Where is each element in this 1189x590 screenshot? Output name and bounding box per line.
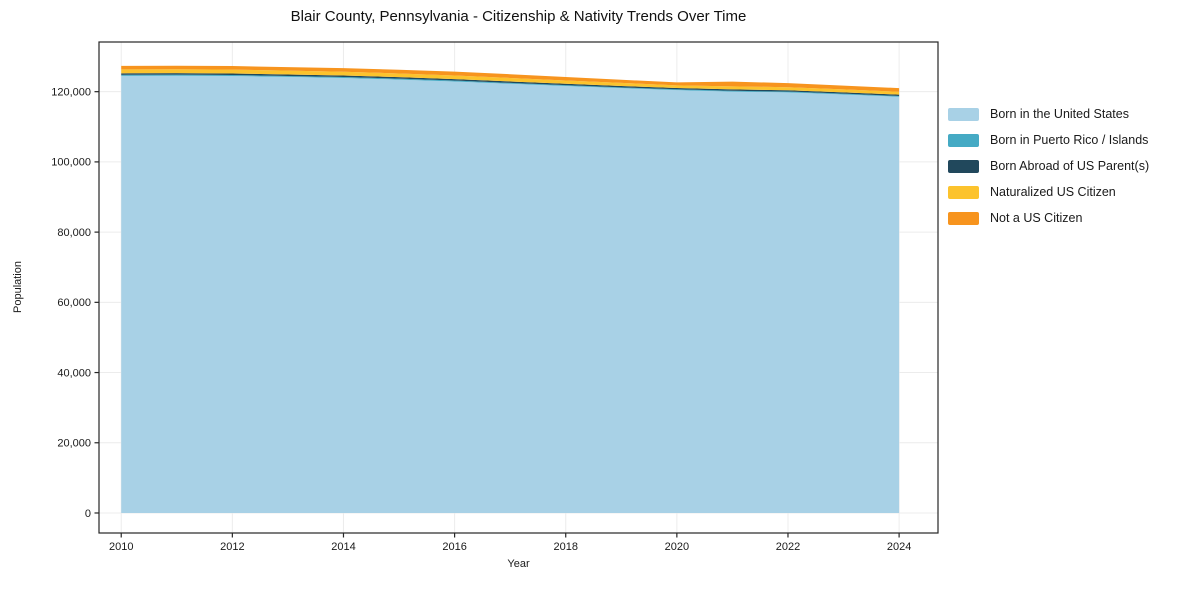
x-tick-label: 2014 xyxy=(331,541,355,553)
x-axis-label: Year xyxy=(507,558,530,570)
x-tick-label: 2024 xyxy=(887,541,911,553)
legend-item-naturalized-us-citizen: Naturalized US Citizen xyxy=(948,179,1149,205)
legend: Born in the United States Born in Puerto … xyxy=(948,101,1149,231)
legend-item-born-in-puerto-rico-islands: Born in Puerto Rico / Islands xyxy=(948,127,1149,153)
legend-label: Naturalized US Citizen xyxy=(990,185,1116,199)
y-tick-label: 40,000 xyxy=(57,367,91,379)
x-tick-label: 2020 xyxy=(665,541,689,553)
chart-title: Blair County, Pennsylvania - Citizenship… xyxy=(290,8,747,25)
legend-item-born-in-the-united-states: Born in the United States xyxy=(948,101,1149,127)
legend-item-not-a-us-citizen: Not a US Citizen xyxy=(948,205,1149,231)
y-tick-label: 80,000 xyxy=(57,227,91,239)
x-tick-label: 2016 xyxy=(442,541,466,553)
legend-swatch-born-abroad-of-us-parent-s xyxy=(948,159,979,173)
area-series-naturalized-us-citizen xyxy=(121,69,900,95)
x-tick-label: 2022 xyxy=(776,541,800,553)
legend-item-born-abroad-of-us-parent-s: Born Abroad of US Parent(s) xyxy=(948,153,1149,179)
y-tick-label: 0 xyxy=(85,508,91,520)
plot-border xyxy=(98,41,939,534)
legend-label: Born in Puerto Rico / Islands xyxy=(990,133,1149,147)
area-series-born-in-the-united-states xyxy=(121,75,900,513)
x-tick-label: 2018 xyxy=(553,541,577,553)
y-tick-label: 20,000 xyxy=(57,438,91,450)
area-series-not-a-us-citizen xyxy=(121,65,900,92)
legend-label: Born Abroad of US Parent(s) xyxy=(990,159,1150,173)
y-tick-label: 120,000 xyxy=(51,86,91,98)
legend-label: Not a US Citizen xyxy=(990,211,1083,225)
legend-label: Born in the United States xyxy=(990,107,1129,121)
x-tick-label: 2012 xyxy=(220,541,244,553)
legend-swatch-born-in-the-united-states xyxy=(948,107,979,121)
x-tick-label: 2010 xyxy=(109,541,133,553)
legend-swatch-not-a-us-citizen xyxy=(948,211,979,225)
y-tick-label: 60,000 xyxy=(57,297,91,309)
y-axis-label: Population xyxy=(12,261,24,313)
y-tick-label: 100,000 xyxy=(51,157,91,169)
legend-swatch-born-in-puerto-rico-islands xyxy=(948,133,979,147)
legend-swatch-naturalized-us-citizen xyxy=(948,185,979,199)
